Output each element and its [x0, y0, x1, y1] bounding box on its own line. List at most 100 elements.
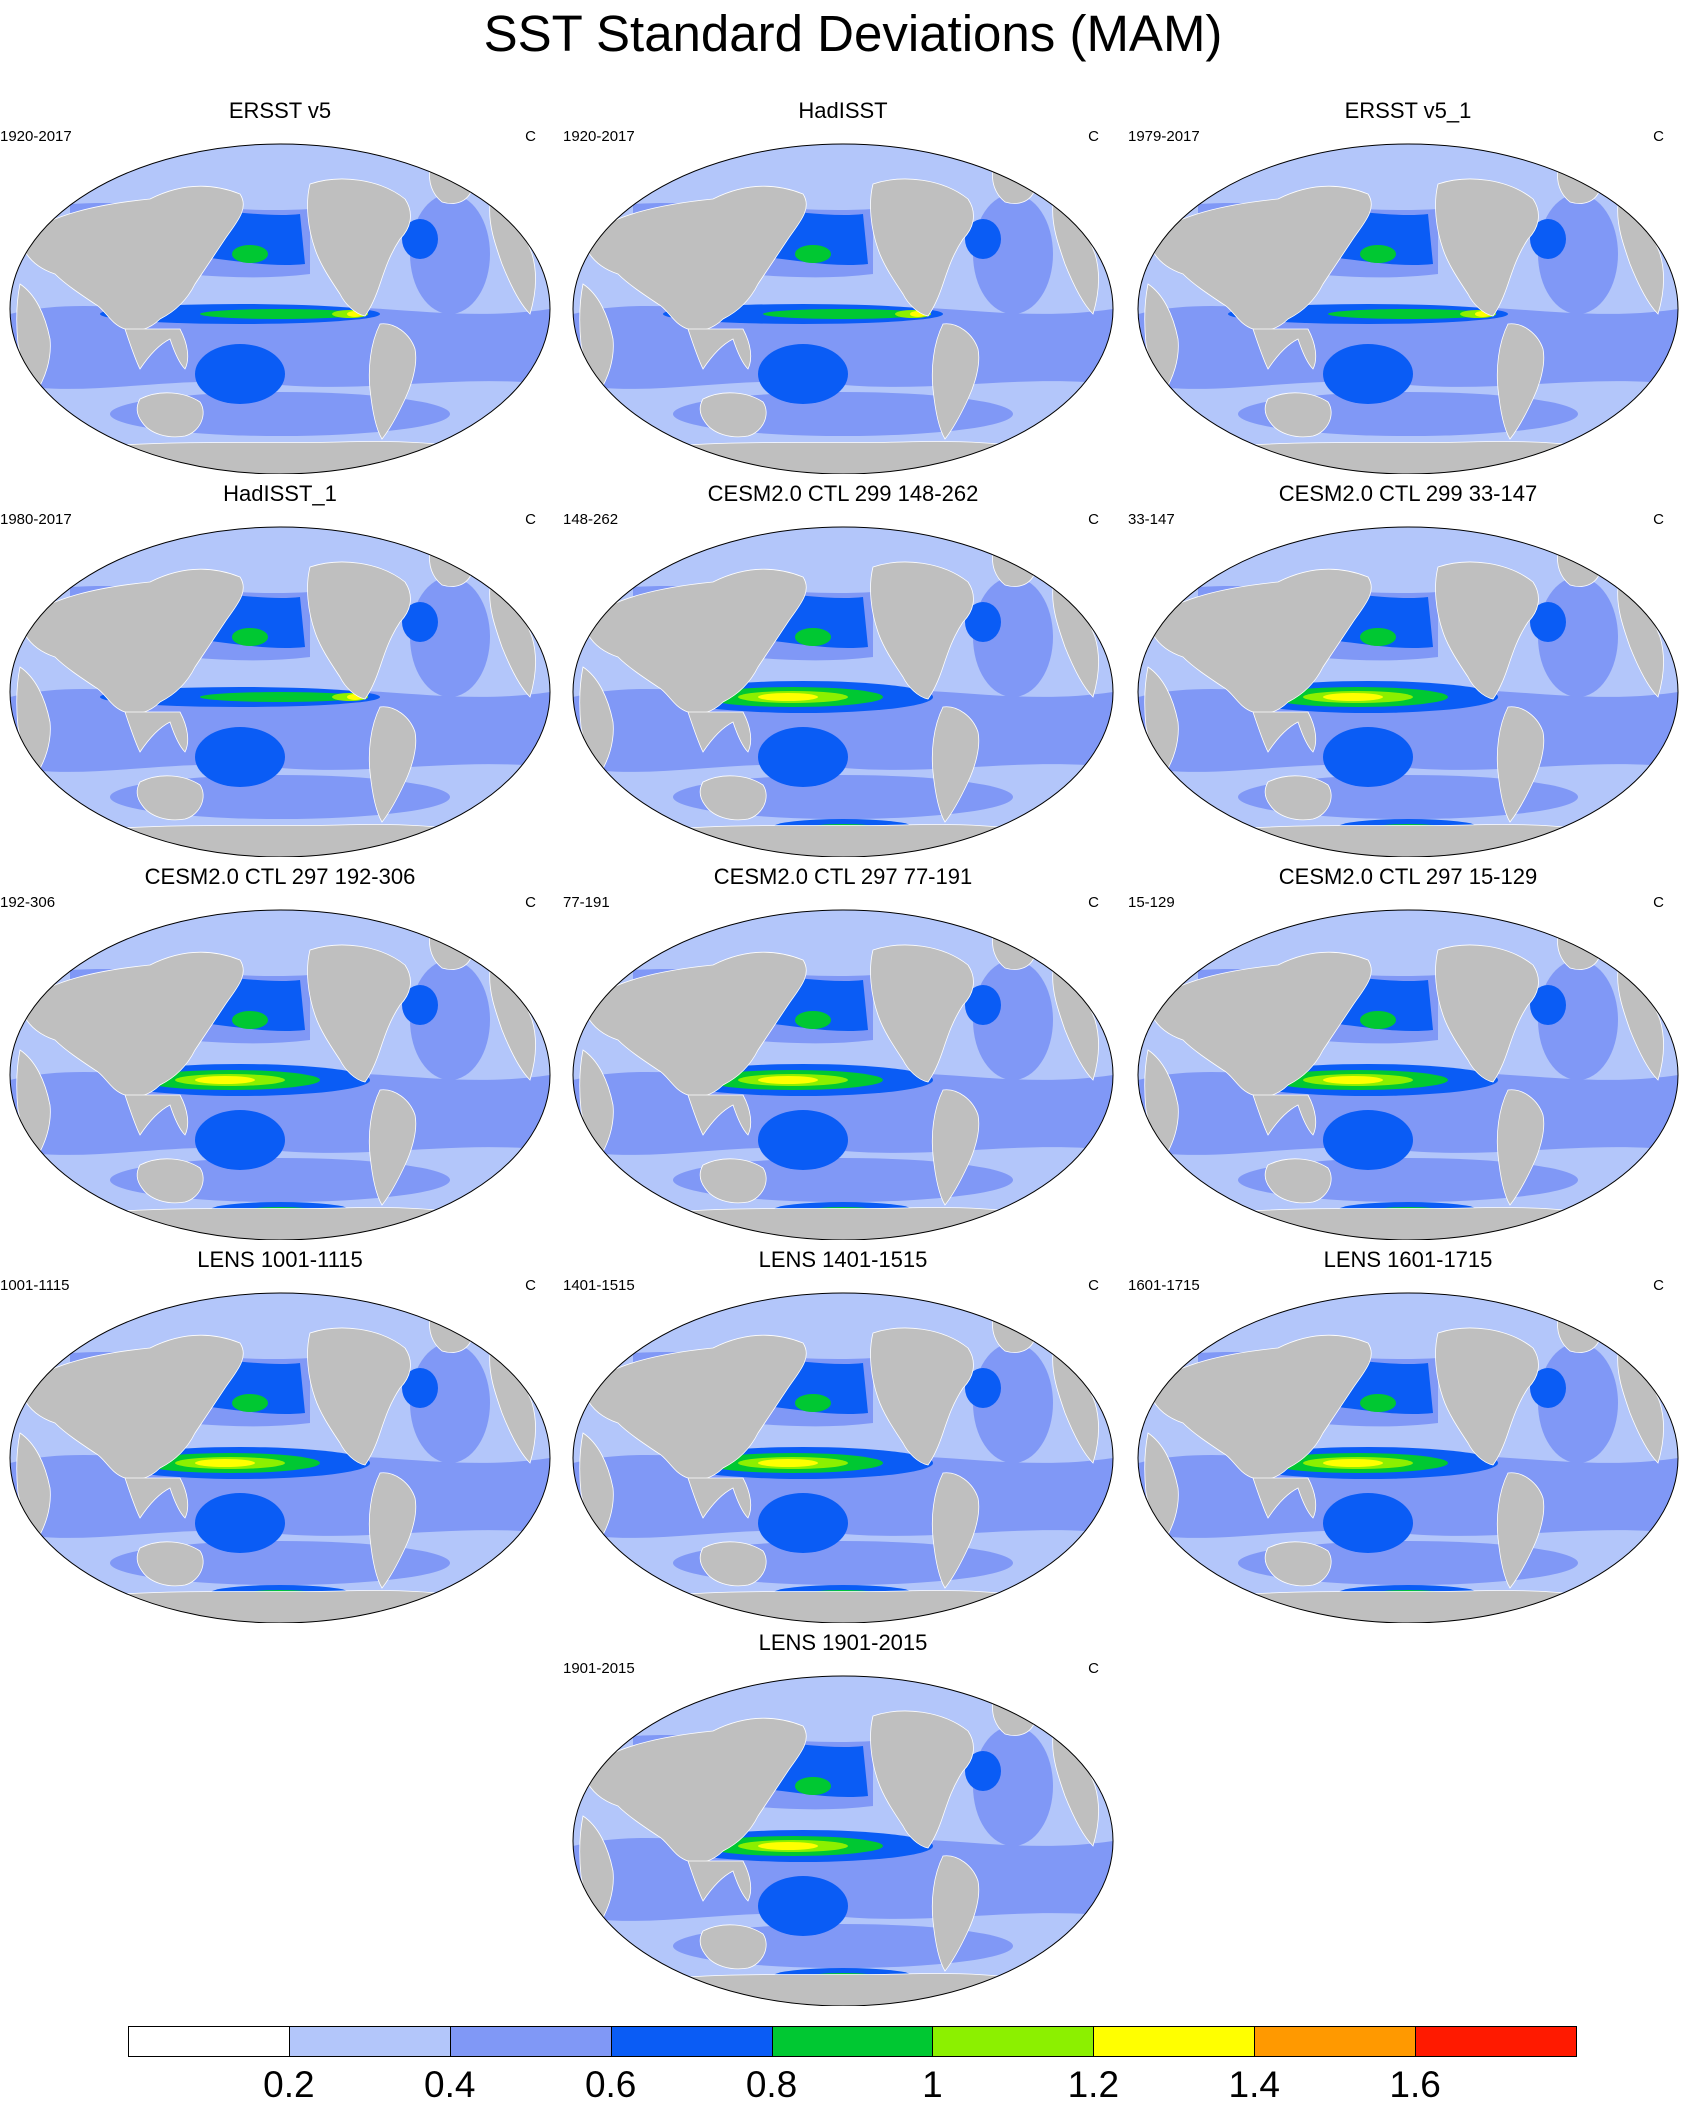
panel-years: 1920-2017 — [563, 128, 635, 145]
map-contours — [10, 527, 550, 857]
map-contours — [1138, 144, 1678, 474]
land-mass — [79, 1590, 487, 1623]
sst-gulf-stream — [965, 219, 1001, 259]
land-mass — [136, 1158, 204, 1204]
sst-north-pacific-core — [1360, 1394, 1396, 1412]
sst-gulf-stream — [402, 985, 438, 1025]
sst-south-pacific — [1323, 1493, 1413, 1553]
land-mass — [582, 951, 807, 1098]
sst-gulf-stream — [1530, 985, 1566, 1025]
sst-north-pacific-core — [1360, 628, 1396, 646]
sst-equatorial-core — [200, 692, 360, 702]
world-map — [9, 1292, 551, 1623]
panel-units: C — [1653, 894, 1664, 911]
land-mass — [1147, 1334, 1372, 1481]
colorbar-box — [1254, 2026, 1417, 2057]
land-mass — [687, 1860, 752, 1902]
map-contours — [573, 910, 1113, 1240]
sst-south-pacific — [758, 1876, 848, 1936]
panel-years: 1979-2017 — [1128, 128, 1200, 145]
land-mass — [124, 1094, 189, 1136]
sst-gulf-stream — [965, 985, 1001, 1025]
panel-years: 148-262 — [563, 511, 619, 528]
world-map — [572, 909, 1114, 1240]
world-map — [9, 909, 551, 1240]
panel-title: CESM2.0 CTL 299 148-262 — [707, 481, 979, 506]
map-outline — [572, 1675, 1114, 2006]
land-mass — [687, 1094, 752, 1136]
sst-south-pacific — [1323, 1110, 1413, 1170]
map-panel: LENS 1401-1515 1401-1515 C — [563, 1247, 1123, 1623]
sst-south-pacific — [758, 1493, 848, 1553]
colorbar-box — [610, 2026, 773, 2057]
panel-title: ERSST v5_1 — [1344, 98, 1472, 123]
panel-title: HadISST — [798, 98, 888, 123]
land-mass — [699, 392, 767, 438]
land-mass — [1252, 1477, 1317, 1519]
map-outline — [572, 1292, 1114, 1623]
land-mass — [1207, 1590, 1615, 1623]
map-panel: HadISST 1920-2017 C — [563, 98, 1123, 474]
colorbar-box — [1415, 2026, 1577, 2057]
world-map — [572, 143, 1114, 474]
land-mass — [79, 441, 487, 474]
map-outline — [1137, 1292, 1679, 1623]
sst-enso-peak — [758, 1842, 818, 1850]
sst-south-pacific — [195, 727, 285, 787]
land-mass — [1496, 706, 1545, 823]
map-contours — [1138, 1293, 1678, 1623]
world-map — [572, 1675, 1114, 2006]
panel-years: 192-306 — [0, 894, 56, 911]
panel-years: 33-147 — [1128, 511, 1175, 528]
land-mass — [136, 1541, 204, 1587]
panel-units: C — [525, 894, 536, 911]
world-map — [9, 143, 551, 474]
map-panel: LENS 1601-1715 1601-1715 C — [1128, 1247, 1688, 1623]
panel-title: LENS 1601-1715 — [1323, 1247, 1493, 1272]
panel-units: C — [1088, 1660, 1099, 1677]
sst-south-pacific — [1323, 727, 1413, 787]
land-mass — [19, 1334, 244, 1481]
land-mass — [1264, 392, 1332, 438]
land-mass — [368, 323, 417, 440]
sst-north-pacific-core — [232, 1011, 268, 1029]
land-mass — [870, 561, 974, 700]
land-mass — [1252, 328, 1317, 370]
map-panel: HadISST_1 1980-2017 C — [0, 481, 560, 857]
land-mass — [1264, 1158, 1332, 1204]
land-mass — [1252, 711, 1317, 753]
map-panel: CESM2.0 CTL 299 33-147 33-147 C — [1128, 481, 1688, 857]
colorbar-box — [128, 2026, 290, 2057]
land-mass — [699, 1541, 767, 1587]
panel-units: C — [1653, 128, 1664, 145]
panel-units: C — [525, 511, 536, 528]
land-mass — [931, 323, 980, 440]
land-mass — [582, 185, 807, 332]
land-mass — [368, 706, 417, 823]
land-mass — [931, 706, 980, 823]
panel-years: 1920-2017 — [0, 128, 72, 145]
panel-years: 1601-1715 — [1128, 1277, 1200, 1294]
land-mass — [1147, 568, 1372, 715]
land-mass — [124, 328, 189, 370]
land-mass — [19, 185, 244, 332]
land-mass — [1264, 775, 1332, 821]
land-mass — [1496, 323, 1545, 440]
world-map — [9, 526, 551, 857]
map-panel: CESM2.0 CTL 297 77-191 77-191 C — [563, 864, 1123, 1240]
sst-north-pacific-core — [795, 1011, 831, 1029]
colorbar-tick-label: 1 — [922, 2064, 943, 2105]
colorbar-tick-label: 1.6 — [1389, 2064, 1441, 2105]
sst-equatorial-core — [1328, 309, 1488, 319]
land-mass — [1147, 185, 1372, 332]
colorbar-tick-label: 1.4 — [1228, 2064, 1280, 2105]
land-mass — [642, 441, 1050, 474]
panel-title: LENS 1901-2015 — [758, 1630, 928, 1655]
land-mass — [1207, 1207, 1615, 1240]
land-mass — [307, 1327, 411, 1466]
map-panel: ERSST v5_1 1979-2017 C — [1128, 98, 1688, 474]
land-mass — [699, 1158, 767, 1204]
sst-gulf-stream — [402, 219, 438, 259]
sst-south-pacific — [195, 1493, 285, 1553]
map-panel: CESM2.0 CTL 299 148-262 148-262 C — [563, 481, 1123, 857]
